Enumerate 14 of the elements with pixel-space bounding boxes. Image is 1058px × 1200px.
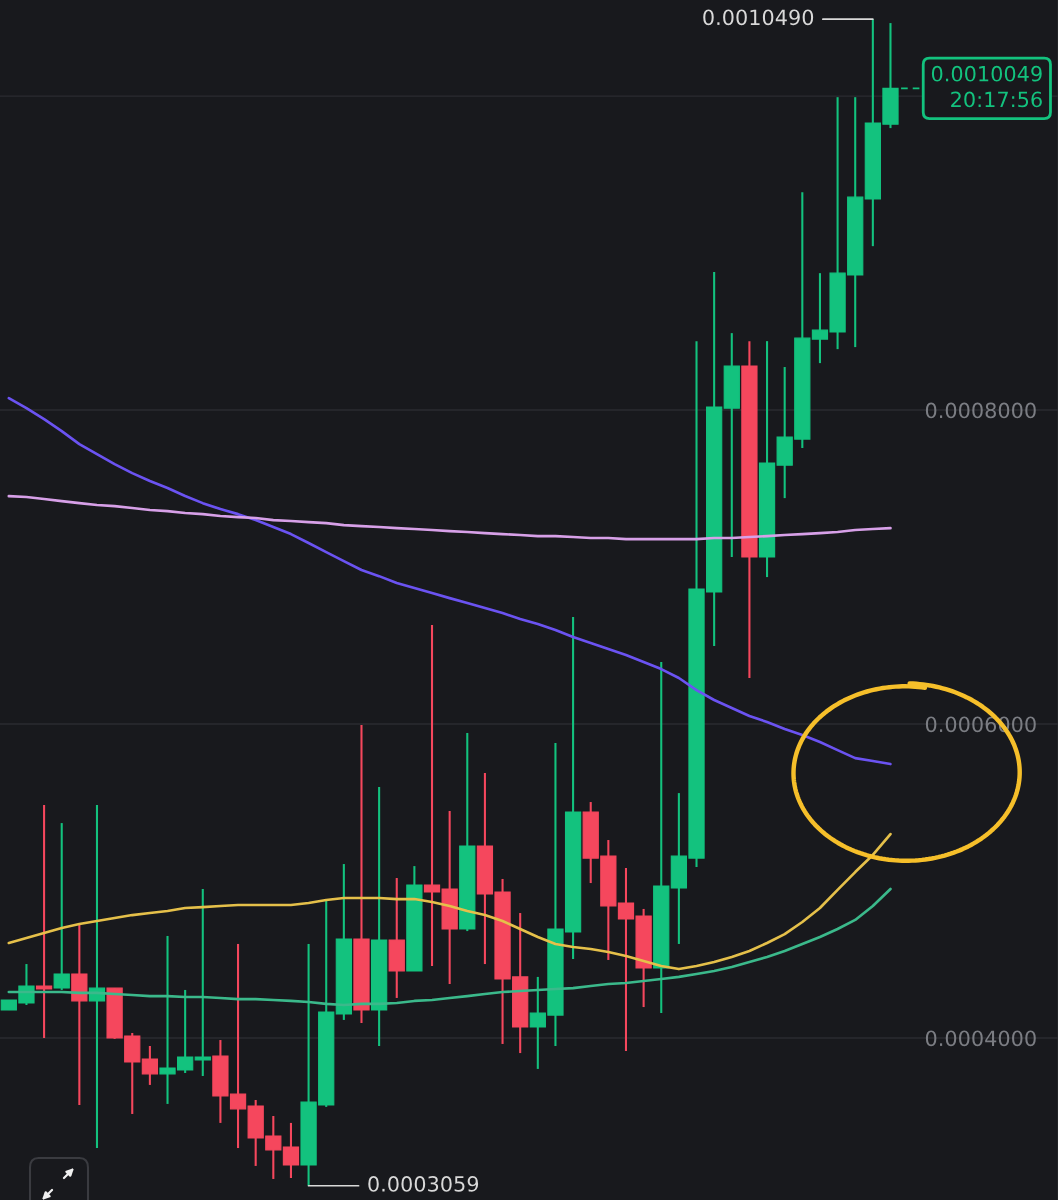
line-series: [7, 832, 892, 971]
candlestick: [53, 822, 70, 991]
y-tick-label: 0.0008000: [925, 402, 1036, 419]
line-series: [7, 494, 892, 541]
line-series: [7, 887, 892, 1007]
line-series: [7, 396, 892, 766]
ref-line-label: 0.0010049 20:17:56: [931, 65, 1042, 108]
annotation: 0.0003059: [368, 1176, 479, 1192]
annotation: 0.0010490: [703, 9, 814, 26]
candlestick: [194, 887, 211, 1078]
candlestick: [141, 1044, 159, 1086]
candlestick: [35, 803, 53, 1040]
y-tick-label: 0.0004000: [925, 1030, 1036, 1047]
candlestick: [88, 803, 106, 1150]
